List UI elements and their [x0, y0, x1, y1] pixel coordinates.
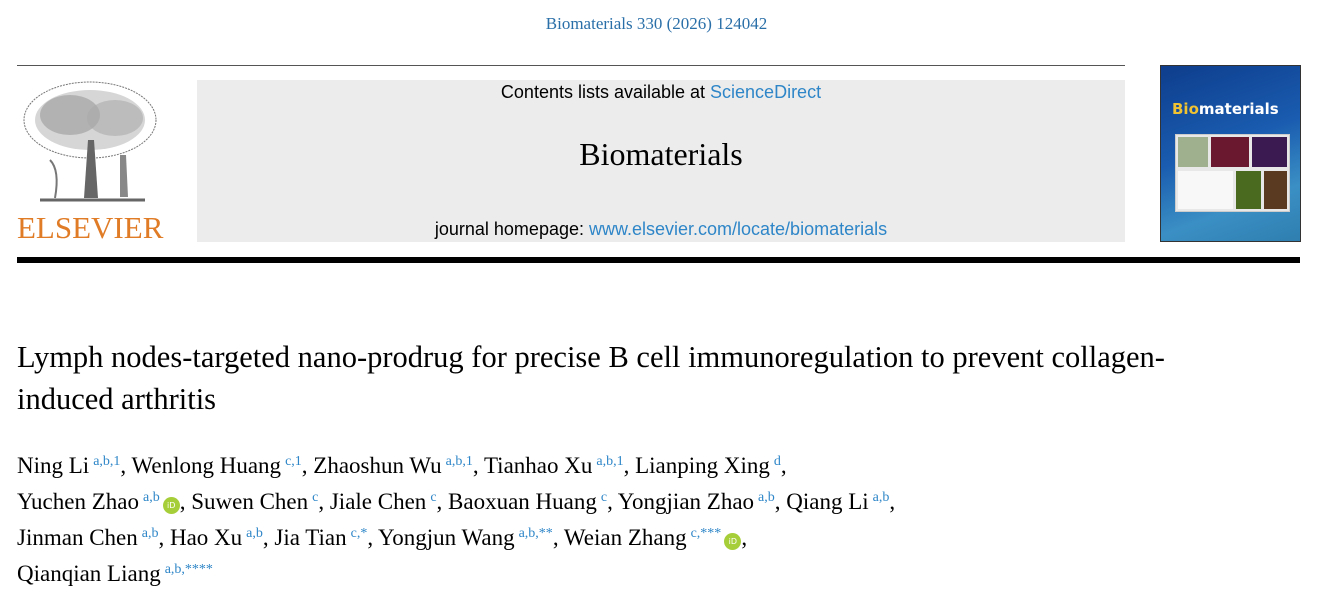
- author-affiliation-marker[interactable]: c,*: [350, 526, 368, 541]
- orcid-icon[interactable]: iD: [162, 497, 180, 514]
- author-affiliation-marker[interactable]: c: [430, 490, 437, 505]
- elsevier-tree-icon: [23, 81, 157, 202]
- author-list: Ning Li a,b,1, Wenlong Huang c,1, Zhaoshun…: [17, 453, 896, 586]
- journal-name: Biomaterials: [579, 136, 743, 172]
- author[interactable]: Yongjun Wang a,b,**: [378, 525, 553, 550]
- author-name[interactable]: Qianqian Liang: [17, 561, 161, 586]
- journal-citation[interactable]: Biomaterials 330 (2026) 124042: [545, 14, 768, 33]
- author[interactable]: Hao Xu a,b: [170, 525, 263, 550]
- author[interactable]: Jiale Chen c: [330, 489, 437, 514]
- orcid-icon[interactable]: iD: [724, 533, 742, 550]
- author-name[interactable]: Jia Tian: [274, 525, 347, 550]
- journal-cover[interactable]: Biomaterials: [1160, 65, 1301, 242]
- cover-figure: [1175, 134, 1290, 212]
- author[interactable]: Qianqian Liang a,b,****: [17, 561, 213, 586]
- homepage-line: journal homepage: www.elsevier.com/locat…: [197, 219, 1125, 240]
- author-affiliation-marker[interactable]: c: [600, 490, 608, 505]
- author-affiliation-marker[interactable]: a,b,1: [93, 454, 121, 469]
- author[interactable]: Jia Tian c,*: [274, 525, 367, 550]
- author-affiliation-marker[interactable]: a,b: [143, 490, 160, 505]
- author[interactable]: Zhaoshun Wu a,b,1: [313, 453, 473, 478]
- author[interactable]: Baoxuan Huang c: [448, 489, 607, 514]
- author-affiliation-marker[interactable]: c,1: [285, 454, 302, 469]
- author-affiliation-marker[interactable]: a,b: [246, 526, 263, 541]
- author-name[interactable]: Wenlong Huang: [131, 453, 282, 478]
- contents-line: Contents lists available at ScienceDirec…: [197, 82, 1125, 103]
- author[interactable]: Tianhao Xu a,b,1: [484, 453, 624, 478]
- elsevier-logo[interactable]: ELSEVIER: [17, 80, 164, 245]
- journal-banner: Contents lists available at ScienceDirec…: [197, 80, 1125, 242]
- author-affiliation-marker[interactable]: a,b,**: [518, 526, 553, 541]
- author-name[interactable]: Jiale Chen: [329, 489, 427, 514]
- author-affiliation-marker[interactable]: c: [312, 490, 319, 505]
- author-affiliation-marker[interactable]: a,b,1: [596, 454, 624, 469]
- author-name[interactable]: Baoxuan Huang: [448, 489, 597, 514]
- author-name[interactable]: Qiang Li: [786, 489, 869, 514]
- author-name[interactable]: Weian Zhang: [563, 525, 687, 550]
- author[interactable]: Jinman Chen a,b: [17, 525, 158, 550]
- thick-rule: [17, 257, 1300, 263]
- author-affiliation-marker[interactable]: a,b: [141, 526, 159, 541]
- author-affiliation-marker[interactable]: d: [773, 454, 781, 469]
- author[interactable]: Lianping Xing d: [635, 453, 781, 478]
- author-name[interactable]: Tianhao Xu: [483, 453, 593, 478]
- contents-prefix: Contents lists available at: [500, 82, 711, 102]
- author-affiliation-marker[interactable]: a,b,****: [164, 562, 213, 577]
- author-affiliation-marker[interactable]: c,***: [690, 526, 722, 541]
- sciencedirect-link[interactable]: ScienceDirect: [710, 82, 822, 102]
- author[interactable]: Weian Zhang c,***iD: [563, 525, 742, 550]
- elsevier-wordmark: ELSEVIER: [17, 210, 164, 245]
- author-name[interactable]: Yuchen Zhao: [17, 489, 139, 514]
- author-affiliation-marker[interactable]: a,b: [872, 490, 890, 505]
- author-name[interactable]: Suwen Chen: [191, 489, 309, 514]
- author-affiliation-marker[interactable]: a,b: [758, 490, 775, 505]
- author[interactable]: Wenlong Huang c,1: [132, 453, 302, 478]
- author-affiliation-marker[interactable]: a,b,1: [445, 454, 473, 469]
- author-name[interactable]: Hao Xu: [169, 525, 243, 550]
- author[interactable]: Suwen Chen c: [191, 489, 318, 514]
- author-name[interactable]: Ning Li: [17, 453, 90, 478]
- author[interactable]: Yongjian Zhao a,b: [618, 489, 775, 514]
- author[interactable]: Ning Li a,b,1: [17, 453, 120, 478]
- author-name[interactable]: Yongjun Wang: [377, 525, 515, 550]
- header-rule: [17, 65, 1125, 66]
- article-title: Lymph nodes-targeted nano-prodrug for pr…: [17, 340, 1165, 416]
- cover-title: Biomaterials: [1172, 100, 1279, 118]
- author-name[interactable]: Lianping Xing: [635, 453, 770, 478]
- author-name[interactable]: Yongjian Zhao: [617, 489, 755, 514]
- author-name[interactable]: Jinman Chen: [17, 525, 138, 550]
- author[interactable]: Qiang Li a,b: [786, 489, 889, 514]
- author[interactable]: Yuchen Zhao a,biD: [17, 489, 180, 514]
- homepage-prefix: journal homepage:: [434, 219, 589, 239]
- homepage-link[interactable]: www.elsevier.com/locate/biomaterials: [588, 219, 888, 239]
- author-name[interactable]: Zhaoshun Wu: [313, 453, 442, 478]
